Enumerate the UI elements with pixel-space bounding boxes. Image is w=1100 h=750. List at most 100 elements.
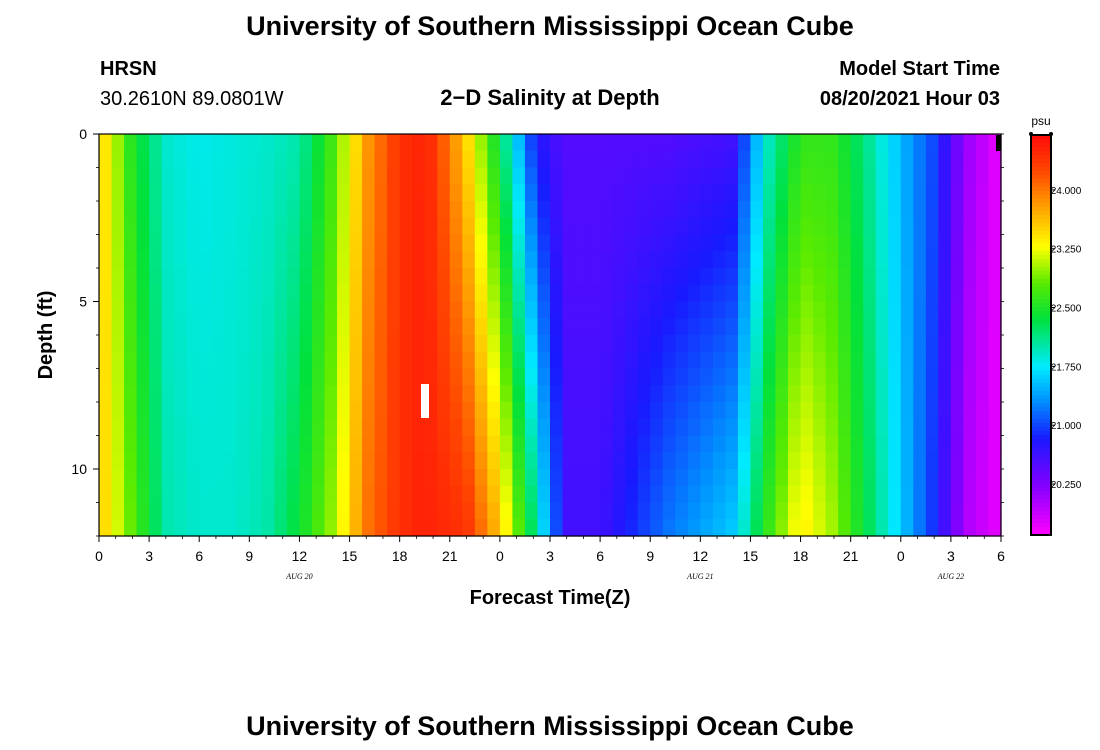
heatmap-cell xyxy=(712,301,726,319)
heatmap-cell xyxy=(136,134,150,152)
heatmap-cell xyxy=(399,519,413,537)
heatmap-cell xyxy=(913,351,927,370)
heatmap-cell xyxy=(537,452,551,470)
heatmap-cell xyxy=(387,452,401,470)
heatmap-cell xyxy=(625,251,639,269)
heatmap-cell xyxy=(600,201,614,219)
heatmap-cell xyxy=(913,251,927,269)
heatmap-cell xyxy=(637,150,651,169)
heatmap-cell xyxy=(662,502,676,520)
heatmap-cell xyxy=(775,150,789,169)
heatmap-cell xyxy=(487,502,501,520)
heatmap-cell xyxy=(111,150,125,169)
heatmap-cell xyxy=(136,167,150,185)
heatmap-cell xyxy=(700,184,714,202)
heatmap-cell xyxy=(612,435,626,453)
heatmap-cell xyxy=(612,502,626,520)
colorbar-segment xyxy=(1031,443,1051,448)
heatmap-cell xyxy=(362,335,376,353)
heatmap-cell xyxy=(863,301,877,319)
heatmap-cell xyxy=(349,485,363,504)
colorbar-segment xyxy=(1031,271,1051,276)
heatmap-cell xyxy=(662,251,676,269)
heatmap-cell xyxy=(286,201,301,219)
x-tick-label: 12 xyxy=(292,548,308,564)
heatmap-cell xyxy=(825,519,839,537)
heatmap-cell xyxy=(124,284,138,303)
heatmap-cell xyxy=(199,184,213,202)
heatmap-cell xyxy=(537,201,551,219)
heatmap-cell xyxy=(675,134,689,152)
heatmap-cell xyxy=(324,452,338,470)
heatmap-cell xyxy=(562,335,576,353)
heatmap-cell xyxy=(813,418,827,437)
heatmap-cell xyxy=(550,167,564,185)
heatmap-cell xyxy=(362,251,376,269)
heatmap-cell xyxy=(174,418,188,437)
heatmap-cell xyxy=(662,335,676,353)
colorbar-segment xyxy=(1031,259,1051,264)
heatmap-cell xyxy=(950,150,965,169)
heatmap-cell xyxy=(750,402,764,420)
heatmap-cell xyxy=(199,134,213,152)
heatmap-cell xyxy=(888,402,902,420)
heatmap-cell xyxy=(813,519,827,537)
heatmap-cell xyxy=(337,485,351,504)
heatmap-cell xyxy=(850,402,864,420)
heatmap-cell xyxy=(975,201,990,219)
heatmap-cell xyxy=(875,502,889,520)
heatmap-cell xyxy=(211,435,225,453)
heatmap-cell xyxy=(662,134,676,152)
heatmap-cell xyxy=(274,167,288,185)
heatmap-cell xyxy=(562,452,576,470)
heatmap-cell xyxy=(938,150,952,169)
heatmap-cell xyxy=(387,284,401,303)
heatmap-cell xyxy=(449,335,463,353)
heatmap-cell xyxy=(625,201,639,219)
heatmap-cell xyxy=(261,335,275,353)
colorbar-segment xyxy=(1031,299,1051,304)
heatmap-cell xyxy=(199,418,213,437)
heatmap-cell xyxy=(587,519,601,537)
heatmap-cell xyxy=(286,368,301,386)
heatmap-cell xyxy=(124,385,138,403)
heatmap-cell xyxy=(687,351,701,370)
heatmap-cell xyxy=(387,519,401,537)
heatmap-cell xyxy=(524,402,539,420)
heatmap-cell xyxy=(988,318,1002,336)
heatmap-cell xyxy=(788,368,802,386)
heatmap-cell xyxy=(687,201,701,219)
heatmap-cell xyxy=(750,435,764,453)
heatmap-cell xyxy=(775,184,789,202)
colorbar-corner-dot xyxy=(1049,132,1053,136)
heatmap-cell xyxy=(236,318,250,336)
heatmap-cell xyxy=(111,452,125,470)
heatmap-cell xyxy=(261,368,275,386)
heatmap-cell xyxy=(324,217,338,236)
heatmap-cell xyxy=(487,485,501,504)
heatmap-cell xyxy=(512,234,526,252)
heatmap-cell xyxy=(424,268,438,286)
heatmap-cell xyxy=(975,502,990,520)
heatmap-cell xyxy=(700,301,714,319)
heatmap-cell xyxy=(550,502,564,520)
heatmap-cell xyxy=(99,318,113,336)
colorbar-segment xyxy=(1031,295,1051,300)
heatmap-cell xyxy=(412,251,426,269)
heatmap-cell xyxy=(337,418,351,437)
heatmap-cell xyxy=(499,368,514,386)
y-axis-title: Depth (ft) xyxy=(35,291,57,380)
heatmap-cell xyxy=(449,217,463,236)
heatmap-cells xyxy=(99,134,1002,537)
heatmap-cell xyxy=(111,418,125,437)
heatmap-cell xyxy=(462,502,476,520)
heatmap-cell xyxy=(813,368,827,386)
heatmap-cell xyxy=(349,502,363,520)
heatmap-cell xyxy=(99,201,113,219)
heatmap-cell xyxy=(850,385,864,403)
heatmap-cell xyxy=(499,502,514,520)
heatmap-cell xyxy=(900,418,914,437)
heatmap-cell xyxy=(750,469,764,487)
heatmap-cell xyxy=(762,452,777,470)
heatmap-cell xyxy=(612,469,626,487)
